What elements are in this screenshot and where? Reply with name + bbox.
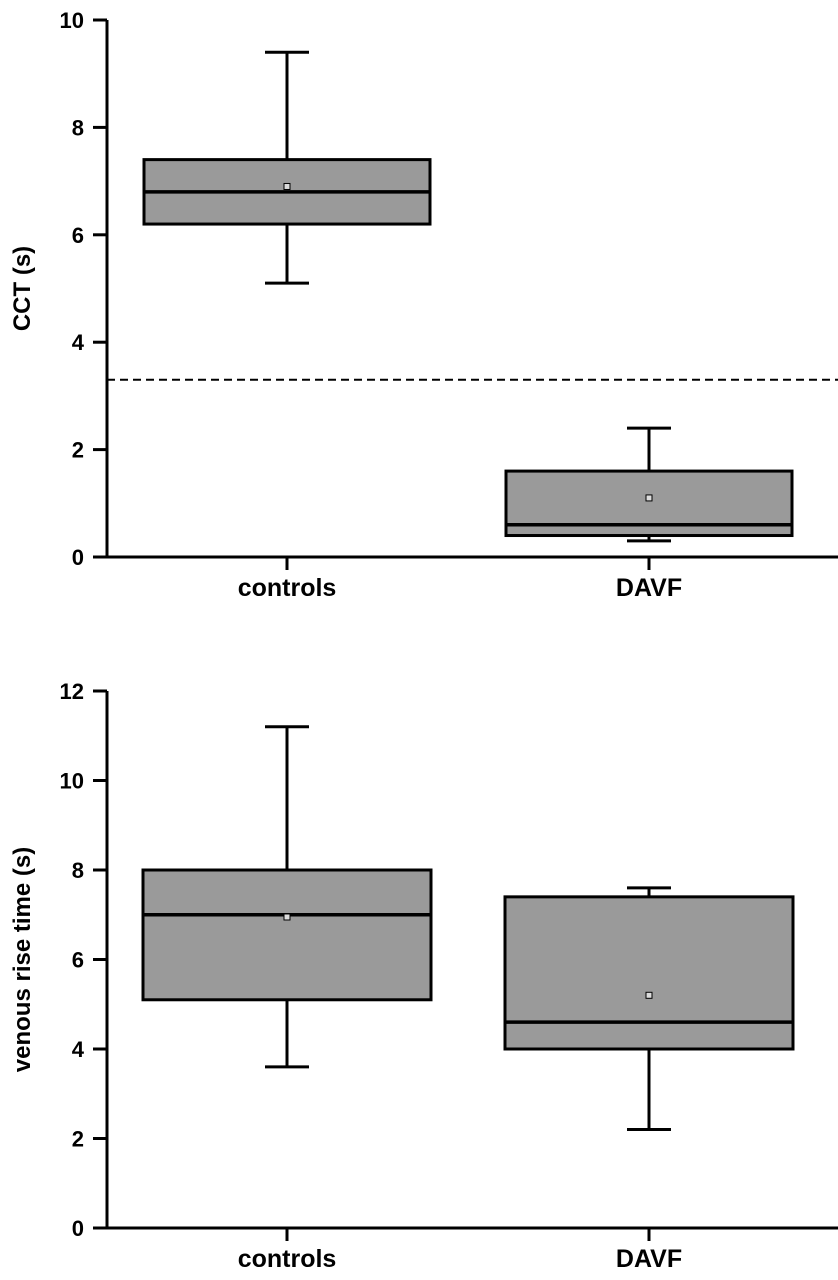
y-tick-label: 8 (72, 858, 84, 883)
mean-marker (645, 991, 653, 999)
x-category-label: DAVF (616, 574, 682, 602)
box-controls (141, 725, 433, 1069)
y-axis-title: venous rise time (s) (9, 847, 36, 1072)
box-DAVF (503, 886, 795, 1132)
venous-rise-time-chart: 0 2 4 6 8 10 12 controls DAVF venous rise time (s… (9, 679, 838, 1273)
x-category-label: controls (238, 574, 337, 602)
y-tick-label: 2 (72, 438, 84, 463)
y-tick-label: 4 (72, 330, 85, 355)
y-tick-label: 12 (60, 679, 84, 704)
iqr-box (141, 868, 433, 1002)
box-controls (142, 50, 432, 285)
mean-marker (645, 494, 653, 502)
y-axis-title: CCT (s) (9, 246, 36, 331)
y-tick-label: 10 (60, 769, 84, 794)
y-tick-label: 0 (72, 545, 84, 570)
mean-marker (283, 913, 291, 921)
y-tick-label: 6 (72, 223, 84, 248)
y-tick-label: 2 (72, 1127, 84, 1152)
cct-chart: 0 2 4 6 8 10 controls DAVF CCT (s) (9, 8, 838, 602)
mean-marker (283, 182, 291, 190)
y-tick-label: 6 (72, 948, 84, 973)
x-category-label: controls (238, 1245, 337, 1273)
y-tick-label: 4 (72, 1037, 85, 1062)
y-tick-label: 0 (72, 1216, 84, 1241)
y-tick-label: 8 (72, 115, 84, 140)
box-DAVF (504, 426, 794, 543)
iqr-box (503, 895, 795, 1051)
y-tick-label: 10 (60, 8, 84, 33)
x-category-label: DAVF (616, 1245, 682, 1273)
